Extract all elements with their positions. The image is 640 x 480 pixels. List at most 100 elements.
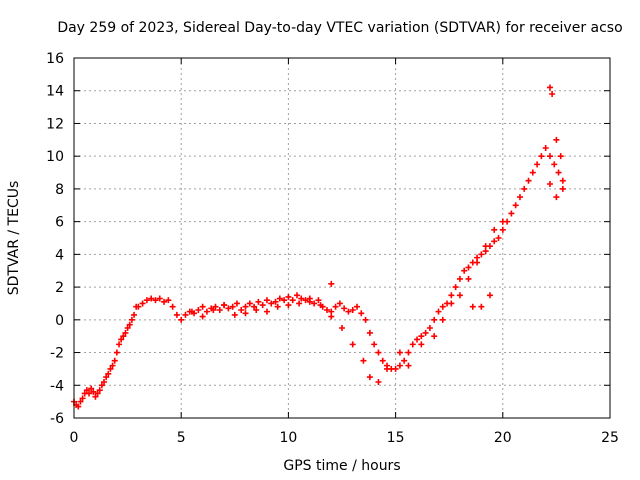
y-tick-label: 4	[55, 247, 64, 263]
data-point	[405, 349, 412, 356]
data-point	[77, 398, 84, 405]
data-point	[317, 302, 324, 309]
data-point	[521, 185, 528, 192]
data-point	[75, 403, 82, 410]
data-point	[90, 388, 97, 395]
y-tick-label: 0	[55, 313, 64, 329]
data-point	[120, 333, 127, 340]
data-point	[553, 194, 560, 201]
data-point	[491, 238, 498, 245]
data-point	[92, 393, 99, 400]
data-point	[229, 303, 236, 310]
data-point	[323, 307, 330, 313]
data-point	[478, 303, 485, 310]
x-axis-label: GPS time / hours	[283, 458, 400, 474]
data-point	[96, 387, 103, 394]
data-point	[178, 316, 185, 323]
data-point	[448, 292, 455, 299]
data-point	[128, 316, 135, 323]
data-point	[251, 303, 258, 310]
data-point	[332, 303, 339, 310]
data-point	[396, 362, 403, 369]
data-point	[439, 303, 446, 310]
data-point	[263, 297, 270, 304]
y-tick-label: -6	[50, 411, 64, 427]
data-point	[469, 303, 476, 310]
chart-title: Day 259 of 2023, Sidereal Day-to-day VTE…	[57, 20, 622, 36]
y-tick-labels: -6 -4 -2 0 2 4 6 8 10 12 14 16	[46, 51, 64, 427]
data-point	[426, 325, 433, 331]
data-point	[379, 357, 386, 364]
data-point	[553, 136, 560, 143]
data-point	[371, 341, 378, 348]
data-point	[422, 329, 429, 336]
data-point	[242, 310, 249, 317]
data-point	[225, 305, 232, 312]
data-point	[486, 292, 493, 299]
data-point	[231, 311, 238, 318]
data-point	[405, 362, 412, 369]
data-point	[195, 307, 202, 313]
data-point	[362, 316, 369, 323]
data-point	[482, 243, 489, 250]
data-point	[546, 153, 553, 160]
data-point	[255, 298, 262, 305]
data-point	[109, 362, 116, 369]
data-point	[546, 84, 553, 91]
data-point	[418, 341, 425, 348]
data-point	[238, 307, 245, 313]
data-point	[182, 311, 189, 318]
data-point	[122, 329, 129, 336]
data-point	[105, 370, 112, 377]
data-point	[549, 91, 556, 97]
data-point	[169, 303, 176, 310]
data-point	[272, 298, 279, 305]
data-point	[508, 210, 515, 217]
data-point	[199, 313, 206, 320]
data-point	[126, 321, 133, 328]
data-point	[131, 311, 138, 318]
data-point	[210, 307, 217, 313]
data-point	[448, 300, 455, 307]
axis-ticks	[73, 57, 611, 419]
data-point	[165, 297, 172, 304]
data-point	[358, 310, 365, 317]
data-point	[375, 379, 382, 385]
data-point	[298, 295, 305, 302]
data-point	[79, 395, 86, 402]
data-point	[188, 308, 195, 315]
data-point	[534, 161, 541, 168]
data-point	[242, 303, 249, 310]
data-point	[86, 390, 93, 397]
data-point	[259, 302, 266, 309]
x-tick-label: 25	[601, 430, 619, 446]
data-point	[203, 308, 210, 315]
data-point	[431, 333, 438, 340]
data-point	[173, 311, 180, 318]
data-point	[551, 161, 558, 168]
data-point	[302, 297, 309, 304]
data-point	[315, 297, 322, 304]
data-point	[135, 303, 142, 310]
data-point	[139, 300, 146, 307]
data-point	[538, 153, 545, 160]
plot-frame	[73, 57, 611, 419]
data-point	[529, 169, 536, 176]
x-tick-label: 15	[387, 430, 405, 446]
data-point	[499, 226, 506, 233]
data-point	[274, 303, 281, 310]
data-point	[414, 336, 421, 343]
data-point	[328, 313, 335, 320]
data-point	[418, 333, 425, 340]
data-point	[246, 300, 253, 307]
data-point	[366, 374, 373, 381]
data-point	[546, 181, 553, 187]
data-point	[341, 305, 348, 312]
data-point	[148, 295, 155, 302]
data-point	[263, 308, 270, 315]
y-axis-label: SDTVAR / TECUs	[6, 181, 22, 296]
data-point	[216, 307, 223, 313]
data-point	[98, 382, 105, 389]
data-point	[103, 374, 110, 381]
y-tick-label: 16	[46, 51, 64, 67]
